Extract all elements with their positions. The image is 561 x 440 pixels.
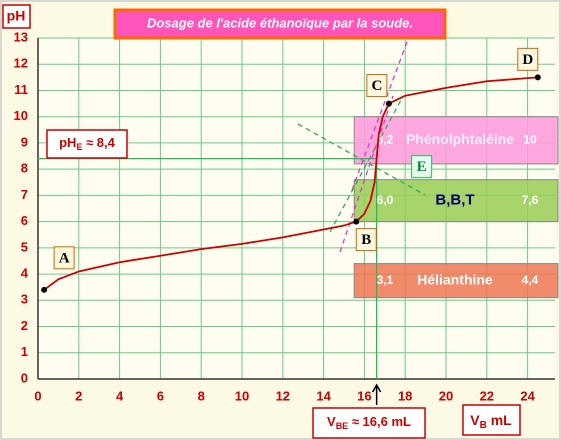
e-label: E [417,159,427,175]
y-tick-label: 9 [21,134,28,149]
construction-lines [297,33,426,253]
e-label-box [411,155,433,179]
x-tick-label: 18 [398,388,412,403]
y-tick-label: 5 [21,239,28,254]
label-sub: B [480,420,487,431]
x-label-box [462,404,521,436]
label-sub: BE [336,421,349,431]
x-tick-label: 0 [34,388,41,403]
y-tick-label: 1 [21,344,28,359]
x-tick-label: 2 [75,388,82,403]
point [385,100,392,107]
y-tick-label: 7 [21,187,28,202]
perpendicular [297,123,426,196]
label-part: ≈ 16,6 mL [348,414,411,429]
indicator-high: 7,6 [522,193,539,207]
tangent [339,95,394,253]
point-label: B [361,232,371,248]
indicator-name: B,B,T [435,192,474,209]
ph-e-box [46,129,128,159]
label-part: pH [59,135,76,150]
point-label: A [59,250,70,266]
indicator-high: 10 [523,132,537,146]
point-label-box [366,74,388,98]
x-tick-label: 14 [316,388,331,403]
y-tick-label: 3 [21,292,28,307]
x-tick-label: 20 [439,388,453,403]
indicator-low: 6,0 [377,193,394,207]
label-sub: E [76,142,82,152]
x-tick-label: 10 [235,388,249,403]
indicator-name: Hélianthine [417,271,493,287]
point-label-box [355,228,377,252]
point [534,74,541,81]
point-label: D [522,52,533,68]
y-tick-label: 2 [21,318,28,333]
title-box [113,8,447,40]
indicator-low: 3,1 [377,273,394,287]
x-tick-label: 24 [520,388,535,403]
x-tick-label: 12 [276,388,290,403]
indicator-zone [353,179,559,223]
point [353,218,360,225]
label-part: mL [487,412,512,428]
y-tick-label: 0 [21,370,28,385]
point-label-box [517,47,539,71]
v-be-box [312,407,426,439]
x-tick-label: 6 [157,388,164,403]
indicator-name: Phénolphtaléine [406,131,514,147]
y-tick-label: 13 [14,29,28,44]
plot: A B C D E [38,47,541,405]
label-part: V [470,412,480,428]
titration-curve [43,76,538,291]
point-label: C [371,78,382,94]
y-tick-label: 10 [14,108,28,123]
y-tick-label: 4 [21,266,29,281]
median [329,97,403,233]
y-tick-label: 8 [21,161,28,176]
y-tick-label: 6 [21,213,28,228]
label-part: ≈ 8,4 [82,135,115,150]
x-tick-label: 16 [357,388,371,403]
tangent [351,33,411,191]
indicator-high: 4,4 [522,273,539,287]
y-tick-label: 11 [14,82,28,97]
v-be-label: VBE ≈ 16,6 mL [327,414,411,431]
point-label-box [53,246,75,270]
x-tick-label: 22 [480,388,494,403]
x-tick-label: 4 [116,388,124,403]
y-tick-label: 12 [14,56,28,71]
y-axis-label: pH [7,8,26,24]
label-part: V [327,414,336,429]
chart-title: Dosage de l'acide éthanoïque par la soud… [147,15,413,30]
v-be-arrow [371,383,382,405]
y-label-box [2,4,31,29]
indicator-zones: 8,2 Phénolphtaléine 106,0 B,B,T 7,63,1 Hélian… [353,116,559,299]
x-axis-label: VB mL [470,412,512,431]
indicator-zone [353,116,559,165]
indicator-zone [353,263,559,299]
point [41,286,48,293]
x-tick-label: 8 [198,388,205,403]
ph-e-label: pHE ≈ 8,4 [59,135,116,152]
